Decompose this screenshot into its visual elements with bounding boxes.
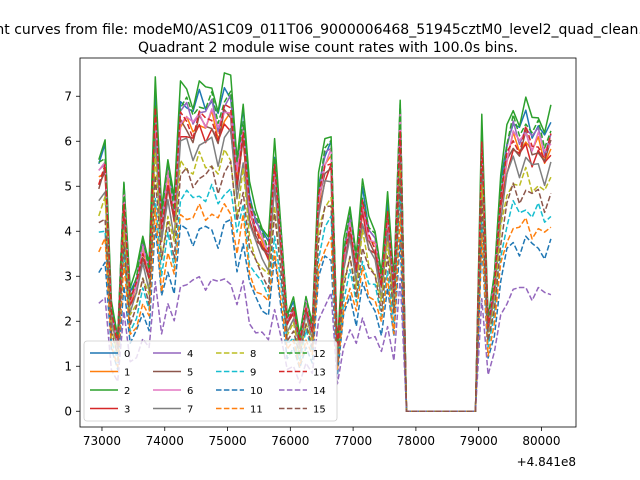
x-tick-label: 78000 <box>397 434 435 448</box>
legend-label-12: 12 <box>313 349 326 360</box>
chart-title: Quadrant 2 module wise count rates with … <box>138 40 518 56</box>
series-line-13 <box>98 103 552 413</box>
x-tick-label: 74000 <box>146 434 184 448</box>
legend-label-3: 3 <box>124 405 130 416</box>
legend-label-10: 10 <box>250 386 263 397</box>
legend-label-15: 15 <box>313 405 326 416</box>
x-tick-label: 75000 <box>208 434 246 448</box>
legend-label-1: 1 <box>124 368 130 379</box>
legend-label-14: 14 <box>313 386 326 397</box>
legend-label-7: 7 <box>187 405 193 416</box>
series-line-15 <box>98 160 552 413</box>
x-tick-label: 79000 <box>460 434 498 448</box>
figure-suptitle: Light curves from file: modeM0/AS1C09_01… <box>0 22 640 38</box>
y-tick-label: 0 <box>64 404 72 418</box>
legend-label-0: 0 <box>124 349 130 360</box>
legend-label-6: 6 <box>187 386 193 397</box>
y-tick-label: 6 <box>64 134 72 148</box>
y-tick-label: 5 <box>64 179 72 193</box>
legend-label-9: 9 <box>250 368 256 379</box>
plot-frame <box>79 57 577 428</box>
y-tick-label: 4 <box>64 224 72 238</box>
series-line-14 <box>98 275 552 413</box>
x-tick-label: 77000 <box>334 434 372 448</box>
legend-label-11: 11 <box>250 405 263 416</box>
legend-label-5: 5 <box>187 368 193 379</box>
x-tick-label: 80000 <box>522 434 560 448</box>
y-tick-label: 2 <box>64 314 72 328</box>
x-axis: 73000 74000 75000 76000 77000 78000 79000 80000 <box>83 427 561 448</box>
series-layer <box>98 72 552 413</box>
x-tick-label: 73000 <box>83 434 121 448</box>
legend-label-2: 2 <box>124 386 130 397</box>
legend-box <box>83 340 338 422</box>
legend-label-4: 4 <box>187 349 193 360</box>
legend-label-8: 8 <box>250 349 256 360</box>
y-axis: 0 1 2 3 4 5 6 7 <box>64 89 80 418</box>
x-offset-text: +4.841e8 <box>517 455 576 469</box>
y-tick-label: 7 <box>64 89 72 103</box>
x-tick-label: 76000 <box>271 434 309 448</box>
legend-label-13: 13 <box>313 368 326 379</box>
y-tick-label: 3 <box>64 269 72 283</box>
y-tick-label: 1 <box>64 359 72 373</box>
